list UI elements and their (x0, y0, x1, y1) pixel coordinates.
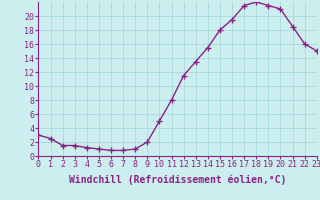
X-axis label: Windchill (Refroidissement éolien,°C): Windchill (Refroidissement éolien,°C) (69, 175, 286, 185)
